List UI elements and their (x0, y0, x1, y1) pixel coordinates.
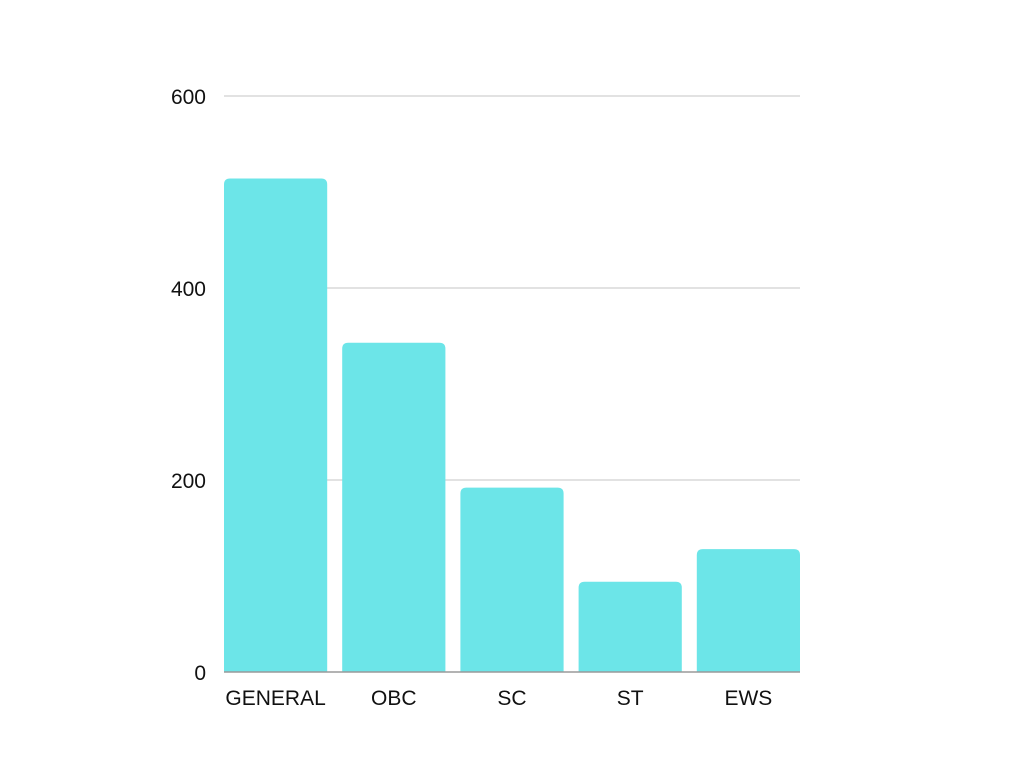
y-axis-ticks: 0 200 400 600 (171, 86, 206, 685)
x-tick-label: SC (497, 687, 526, 710)
x-tick-label: EWS (724, 687, 772, 710)
y-tick-label: 400 (171, 278, 206, 301)
x-axis-labels: GENERAL OBC SC ST EWS (225, 687, 772, 710)
bar-obc (342, 342, 446, 672)
x-tick-label: ST (617, 687, 644, 710)
bar-sc (460, 487, 564, 672)
y-tick-label: 200 (171, 470, 206, 493)
bar-general (224, 178, 328, 672)
bars (224, 178, 800, 672)
y-tick-label: 0 (194, 662, 206, 685)
y-tick-label: 600 (171, 86, 206, 109)
x-tick-label: GENERAL (225, 687, 325, 710)
bar-ews (696, 549, 800, 672)
bar-st (578, 581, 682, 672)
x-tick-label: OBC (371, 687, 417, 710)
